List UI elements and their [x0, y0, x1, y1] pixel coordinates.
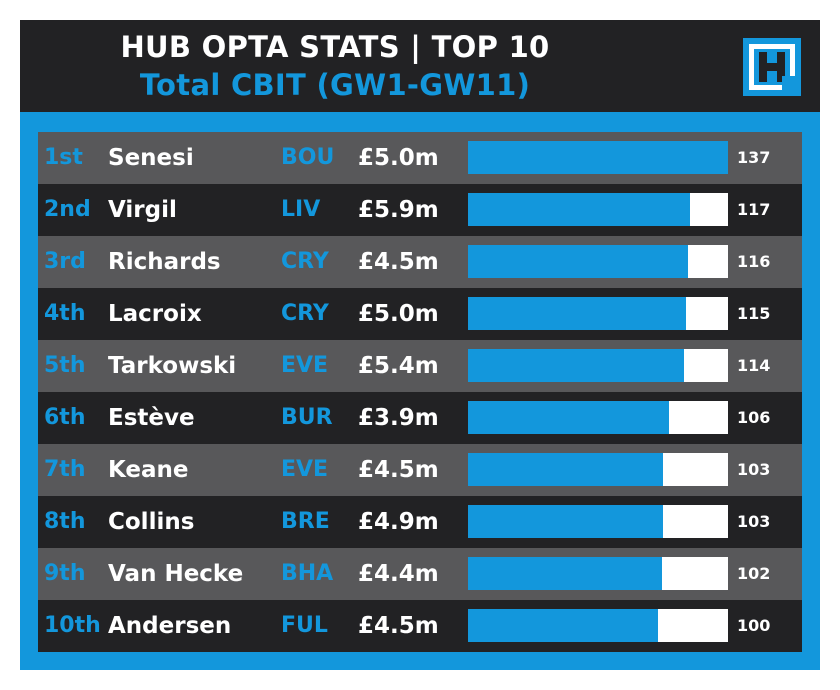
team-code: BRE [281, 509, 330, 534]
table-row: 10th Andersen FUL £4.5m 100 [38, 600, 802, 652]
data-label: 137 [737, 148, 771, 167]
table-row: 1st Senesi BOU £5.0m 137 [38, 132, 802, 184]
rank-label: 7th [44, 457, 86, 482]
team-code: BUR [281, 405, 333, 430]
bar-fill [468, 401, 670, 434]
bar-track [468, 557, 728, 590]
table-row: 2nd Virgil LIV £5.9m 117 [38, 184, 802, 236]
bar-track [468, 505, 728, 538]
bar-track [468, 349, 728, 382]
bar-track [468, 193, 728, 226]
data-label: 117 [737, 200, 771, 219]
table-row: 5th Tarkowski EVE £5.4m 114 [38, 340, 802, 392]
player-name: Collins [108, 509, 195, 535]
chart-subtitle: Total CBIT (GW1-GW11) [139, 68, 531, 102]
player-price: £5.9m [358, 197, 439, 223]
team-code: FUL [281, 613, 328, 638]
table-row: 8th Collins BRE £4.9m 103 [38, 496, 802, 548]
bar-track [468, 245, 728, 278]
player-name: Lacroix [108, 301, 202, 327]
rank-label: 4th [44, 301, 86, 326]
data-label: 115 [737, 304, 771, 323]
player-price: £5.0m [358, 301, 439, 327]
bar-fill [468, 349, 685, 382]
data-label: 103 [737, 460, 771, 479]
bar-track [468, 297, 728, 330]
rank-label: 3rd [44, 249, 86, 274]
team-code: CRY [281, 301, 329, 326]
header-bar: HUB OPTA STATS | TOP 10 Total CBIT (GW1-… [20, 20, 820, 112]
chart-title: HUB OPTA STATS | TOP 10 [120, 30, 550, 64]
player-name: Andersen [108, 613, 232, 639]
data-label: 116 [737, 252, 771, 271]
team-code: EVE [281, 457, 329, 482]
bar-fill [468, 193, 691, 226]
rank-label: 10th [44, 613, 101, 638]
player-price: £4.4m [358, 561, 439, 587]
bar-fill [468, 297, 687, 330]
table-row: 4th Lacroix CRY £5.0m 115 [38, 288, 802, 340]
rank-label: 9th [44, 561, 86, 586]
stats-card: HUB OPTA STATS | TOP 10 Total CBIT (GW1-… [20, 20, 820, 670]
player-name: Van Hecke [108, 561, 244, 587]
team-code: BHA [281, 561, 334, 586]
player-name: Richards [108, 249, 221, 275]
ranking-table: 1st Senesi BOU £5.0m 137 2nd Virgil LIV £5.9m 117… [38, 132, 802, 652]
table-row: 9th Van Hecke BHA £4.4m 102 [38, 548, 802, 600]
player-price: £5.4m [358, 353, 439, 379]
rank-label: 8th [44, 509, 86, 534]
bar-track [468, 453, 728, 486]
player-price: £3.9m [358, 405, 439, 431]
bar-track [468, 609, 728, 642]
rank-label: 6th [44, 405, 86, 430]
bar-fill [468, 505, 664, 538]
data-label: 102 [737, 564, 771, 583]
table-row: 3rd Richards CRY £4.5m 116 [38, 236, 802, 288]
bar-fill [468, 557, 662, 590]
team-code: BOU [281, 145, 335, 170]
data-label: 114 [737, 356, 771, 375]
bar-track [468, 141, 728, 174]
player-price: £4.9m [358, 509, 439, 535]
data-label: 103 [737, 512, 771, 531]
team-code: EVE [281, 353, 329, 378]
player-price: £4.5m [358, 457, 439, 483]
player-price: £4.5m [358, 613, 439, 639]
rank-label: 1st [44, 145, 83, 170]
player-name: Tarkowski [108, 353, 237, 379]
bar-fill [468, 245, 689, 278]
team-code: CRY [281, 249, 329, 274]
bar-fill [468, 609, 658, 642]
table-row: 7th Keane EVE £4.5m 103 [38, 444, 802, 496]
player-price: £4.5m [358, 249, 439, 275]
player-price: £5.0m [358, 145, 439, 171]
player-name: Virgil [108, 197, 177, 223]
data-label: 106 [737, 408, 771, 427]
bar-fill [468, 141, 728, 174]
rank-label: 2nd [44, 197, 91, 222]
data-label: 100 [737, 616, 771, 635]
bar-track [468, 401, 728, 434]
team-code: LIV [281, 197, 321, 222]
rank-label: 5th [44, 353, 86, 378]
table-row: 6th Estève BUR £3.9m 106 [38, 392, 802, 444]
player-name: Keane [108, 457, 189, 483]
player-name: Senesi [108, 145, 194, 171]
player-name: Estève [108, 405, 195, 431]
bar-fill [468, 453, 664, 486]
hub-h-logo-icon [743, 38, 801, 96]
